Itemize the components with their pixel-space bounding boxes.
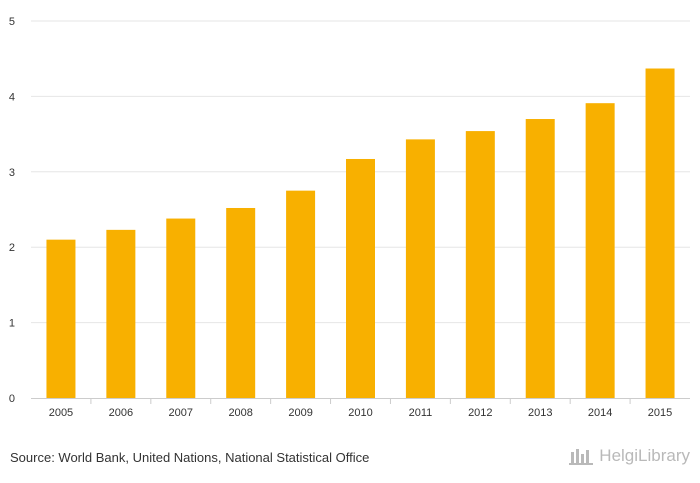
bar-2014[interactable]: [585, 103, 615, 398]
bar-2011[interactable]: [405, 139, 435, 399]
bar-2012[interactable]: [465, 131, 495, 399]
source-note: Source: World Bank, United Nations, Nati…: [10, 450, 370, 465]
bar-2009[interactable]: [286, 190, 316, 398]
bar-2007[interactable]: [166, 218, 196, 398]
y-tick-label: 2: [9, 242, 15, 254]
bar-2006[interactable]: [106, 229, 136, 398]
y-axis: 0 1 2 3 4 5: [9, 16, 15, 405]
bars: [46, 68, 675, 399]
x-tick-label: 2008: [228, 407, 252, 419]
bar-2010[interactable]: [346, 158, 375, 398]
y-tick-label: 4: [9, 91, 15, 103]
y-tick-label: 1: [9, 318, 15, 330]
x-tick-label: 2015: [648, 407, 672, 419]
y-tick-label: 3: [9, 167, 15, 179]
x-tick-label: 2005: [49, 407, 73, 419]
brand-name: HelgiLibrary: [599, 446, 690, 465]
brand-logo: HelgiLibrary: [569, 446, 690, 466]
library-logo-icon: [569, 449, 594, 465]
y-tick-label: 5: [9, 16, 15, 28]
bar-2005[interactable]: [46, 239, 76, 398]
bar-2013[interactable]: [525, 119, 555, 399]
y-tick-label: 0: [9, 393, 15, 405]
x-tick-label: 2013: [528, 407, 552, 419]
x-axis: 2005 2006 2007 2008 2009 2010 2011 2012 2013 2014…: [31, 398, 690, 419]
x-tick-label: 2011: [409, 407, 433, 419]
x-tick-label: 2007: [169, 407, 193, 419]
x-tick-label: 2010: [348, 407, 372, 419]
x-tick-label: 2009: [288, 407, 312, 419]
x-tick-label: 2006: [109, 407, 133, 419]
x-tick-label: 2012: [468, 407, 492, 419]
bar-2008[interactable]: [226, 207, 256, 398]
x-tick-label: 2014: [588, 407, 612, 419]
bar-2015[interactable]: [645, 68, 675, 398]
